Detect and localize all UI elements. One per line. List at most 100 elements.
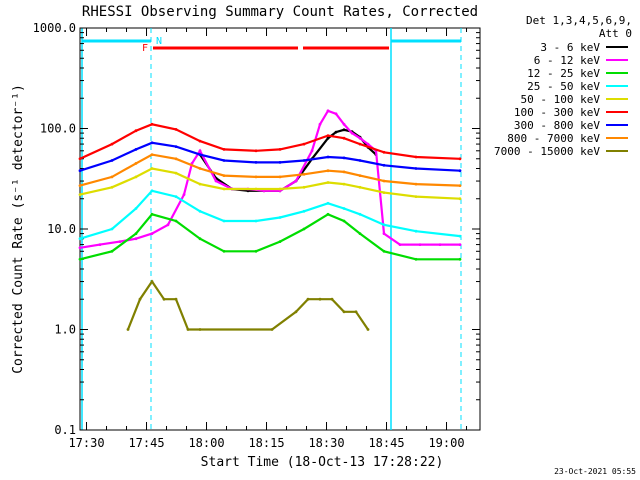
x-tick-label: 18:00 [188,436,224,450]
series-point [414,229,418,233]
series-point [78,246,82,250]
series-point [382,163,386,167]
series-point [302,172,306,176]
series-point [254,175,258,179]
series-point [110,175,114,179]
series-point [278,216,282,219]
series-point [326,212,330,216]
series-point [150,280,154,283]
y-tick-label: 1000.0 [33,21,76,35]
series-point [382,150,386,154]
series-point [310,149,314,153]
series-point [134,175,138,179]
series-point [414,155,418,159]
series-point [270,328,274,331]
legend-entry-label: 800 - 7000 keV [507,132,600,145]
series-point [318,297,322,301]
series-point [182,193,186,197]
series-point [198,139,202,143]
series-point [358,142,362,146]
series-point [278,187,282,191]
series-point [110,227,114,231]
series-point [222,148,226,151]
series-point [222,174,226,178]
series-point [174,127,178,131]
series-point [294,310,298,314]
series-point [166,223,170,227]
series-point [222,187,226,191]
series-point [302,227,306,231]
series-point [150,167,154,170]
series-point [414,167,418,170]
series-point [334,112,338,116]
y-tick-label: 0.1 [54,423,76,437]
series-point [134,232,138,236]
series-point [326,181,330,184]
series-point [278,148,282,151]
series-point [78,257,82,261]
series-point [78,184,82,188]
x-tick-label: 18:15 [248,436,284,450]
series-point [326,169,330,173]
series-point [110,185,114,189]
series-point [342,310,346,314]
series-point [118,240,122,244]
series-point [382,179,386,183]
series-point [138,297,142,301]
series-point [438,243,442,247]
series-line-6 [79,141,461,172]
series-line-8 [126,279,369,331]
observing-state-markers: F N [81,28,462,430]
series-line-4 [79,167,461,200]
series-point [330,297,334,301]
legend-header-1: Det 1,3,4,5,6,9, [526,14,632,27]
series-point [326,136,330,140]
series-point [342,122,346,126]
series-point [214,179,218,183]
x-tick-label: 17:30 [68,436,104,450]
series-point [254,149,258,153]
night-label: N [156,36,162,47]
series-point [162,297,166,301]
series-point [134,207,138,210]
series-point [326,155,330,159]
fast-rate-label: F [142,43,148,54]
series-point [458,243,462,247]
series-point [458,157,462,161]
x-axis: 17:30 17:45 18:00 18:15 18:30 18:45 19:00 [68,28,468,450]
series-point [302,159,306,162]
legend-entry-label: 6 - 12 keV [534,54,601,67]
series-point [342,128,346,132]
series-point [366,328,370,331]
series-point [254,161,258,164]
series-point [398,243,402,247]
series-point [458,184,462,188]
series-point [382,232,386,236]
x-tick-label: 17:45 [128,436,164,450]
series-point [110,159,114,162]
series-point [174,171,178,175]
series-point [134,162,138,165]
series-point [382,191,386,195]
series-point [318,122,322,126]
chart-title: RHESSI Observing Summary Count Rates, Co… [82,4,478,20]
series-point [358,174,362,178]
series-point [222,249,226,253]
legend-entry-label: 7000 - 15000 keV [494,145,600,158]
series-point [342,207,346,210]
series-point [302,142,306,146]
series-point [458,197,462,201]
series-point [358,159,362,162]
series-point [78,193,82,197]
series-point [198,209,202,213]
series-point [198,153,202,157]
legend-entry-label: 3 - 6 keV [540,41,600,54]
series-point [174,297,178,301]
y-axis-label: Corrected Count Rate (s⁻¹ detector⁻¹) [11,84,26,374]
series-point [134,129,138,133]
timestamp: 23-Oct-2021 05:55 [554,467,636,476]
series-point [342,170,346,174]
series-point [414,195,418,199]
series-point [134,148,138,151]
series-point [222,219,226,223]
